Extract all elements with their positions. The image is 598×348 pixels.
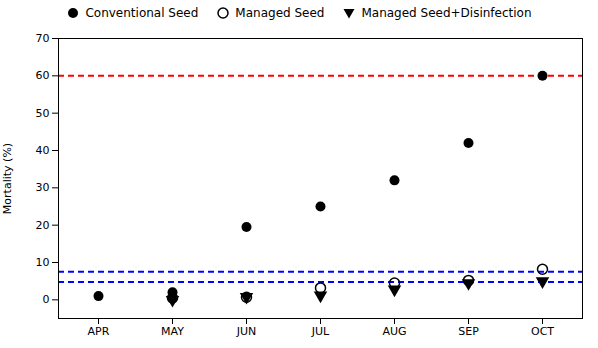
svg-text:10: 10: [36, 256, 50, 269]
svg-text:40: 40: [36, 144, 50, 157]
svg-text:APR: APR: [88, 325, 110, 338]
svg-text:MAY: MAY: [161, 325, 184, 338]
svg-text:0: 0: [43, 293, 50, 306]
html-text:Conventional Seed: Conventional Seed: [85, 6, 199, 20]
svg-text:30: 30: [36, 181, 50, 194]
svg-text:Mortality (%): Mortality (%): [1, 143, 14, 214]
svg-text:AUG: AUG: [382, 325, 406, 338]
svg-text:JUN: JUN: [236, 325, 257, 338]
svg-text:50: 50: [36, 107, 50, 120]
html-text:Managed Seed+Disinfection: Managed Seed+Disinfection: [361, 6, 532, 20]
svg-text:60: 60: [36, 69, 50, 82]
svg-text:SEP: SEP: [458, 325, 479, 338]
svg-text:20: 20: [36, 219, 50, 232]
svg-text:JUL: JUL: [311, 325, 330, 338]
svg-text:OCT: OCT: [531, 325, 554, 338]
html-text:Managed Seed: Managed Seed: [235, 6, 325, 20]
svg-text:70: 70: [36, 32, 50, 45]
